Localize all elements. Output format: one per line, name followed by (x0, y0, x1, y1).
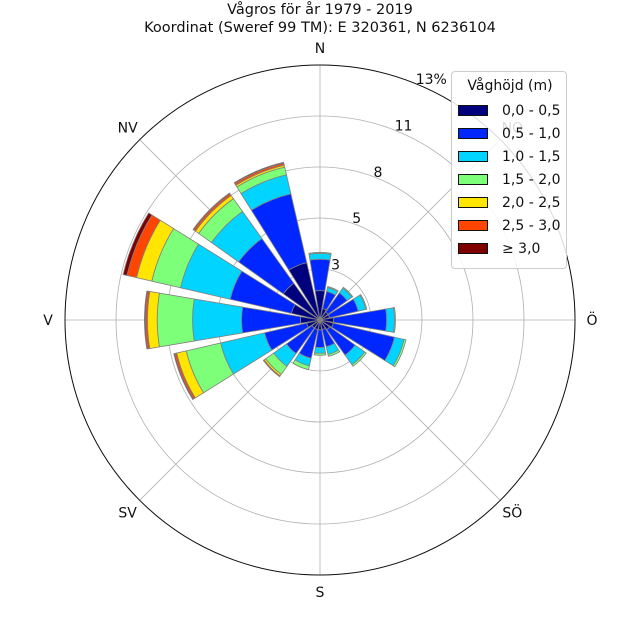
legend-label: 0,0 - 0,5 (502, 103, 561, 119)
chart-subtitle: Koordinat (Sweref 99 TM): E 320361, N 62… (144, 20, 496, 36)
rose-bar-segment (314, 346, 326, 354)
rose-bar-segment (393, 307, 396, 333)
direction-label: SÖ (502, 503, 522, 521)
legend-swatch (458, 128, 488, 139)
direction-label: NV (118, 121, 138, 137)
direction-label: S (316, 585, 325, 601)
radial-tick-label: 8 (373, 165, 382, 181)
radial-tick-label: 11 (395, 118, 413, 134)
legend-swatch (458, 243, 488, 254)
rose-bar-segment (192, 192, 231, 231)
radial-tick-label: 5 (352, 211, 361, 227)
legend-swatch (458, 220, 488, 231)
legend-swatch (458, 105, 488, 116)
rose-bar-segment (309, 258, 331, 292)
legend-label: ≥ 3,0 (502, 241, 541, 257)
legend-item: 0,0 - 0,5 (458, 102, 566, 120)
legend-item: 2,0 - 2,5 (458, 194, 566, 212)
legend-swatch (458, 197, 488, 208)
rose-bar-segment (144, 290, 149, 350)
rose-bar-segment (342, 286, 354, 298)
legend-item: 1,0 - 1,5 (458, 148, 566, 166)
rose-bar-segment (308, 251, 332, 255)
legend-label: 1,0 - 1,5 (502, 149, 561, 165)
rose-bar-segment (192, 298, 244, 342)
rose-bar-segment (392, 338, 407, 368)
direction-label: N (315, 41, 325, 57)
legend-item: 0,5 - 1,0 (458, 125, 566, 143)
rose-bar-segment (173, 353, 195, 401)
rose-bar-segment (156, 292, 195, 348)
radial-tick-label: 3 (331, 258, 340, 274)
rose-bar-segment (359, 293, 368, 310)
rose-bar-segment (327, 286, 339, 293)
legend-item: 2,5 - 3,0 (458, 217, 566, 235)
chart-title: Vågros för år 1979 - 2019 (227, 2, 413, 18)
legend-item: ≥ 3,0 (458, 240, 566, 258)
direction-label: SV (118, 505, 137, 521)
legend-label: 1,5 - 2,0 (502, 172, 561, 188)
rose-bars (122, 161, 407, 401)
rose-bar-segment (233, 161, 285, 185)
legend-item: 1,5 - 2,0 (458, 171, 566, 189)
legend-title: Våghöjd (m) (467, 78, 553, 94)
legend-label: 0,5 - 1,0 (502, 126, 561, 142)
rose-bar-segment (385, 307, 395, 333)
legend-label: 2,0 - 2,5 (502, 195, 561, 211)
polar-frame (64, 64, 576, 576)
direction-label: Ö (586, 311, 597, 329)
rose-bar-segment (292, 359, 310, 371)
legend-swatch (458, 174, 488, 185)
legend: Våghöjd (m) 0,0 - 0,5 0,5 - 1,0 1,0 - 1,… (451, 71, 567, 269)
radial-tick-label: 13% (416, 72, 447, 88)
legend-swatch (458, 151, 488, 162)
rose-bar-segment (313, 352, 327, 356)
direction-label: V (43, 313, 53, 329)
legend-label: 2,5 - 3,0 (502, 218, 561, 234)
rose-bar-segment (351, 351, 367, 367)
rose-bar-segment (262, 359, 281, 378)
rose-bar-segment (308, 252, 332, 261)
rose-bar-segment (327, 349, 341, 357)
rose-bar-segment (122, 212, 153, 276)
